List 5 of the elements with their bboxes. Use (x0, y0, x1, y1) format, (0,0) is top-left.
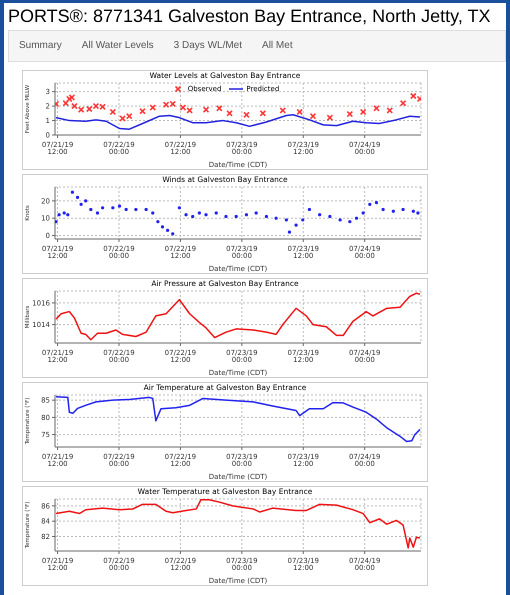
text: All Water Levels (80, 39, 155, 53)
text: All Met (261, 39, 294, 53)
text: PORTS®: 8771341 Galveston Bay Entrance, North Jetty, TX (7, 5, 492, 28)
text: 3 Days WL/Met (172, 39, 244, 53)
text: Summary (18, 39, 63, 53)
